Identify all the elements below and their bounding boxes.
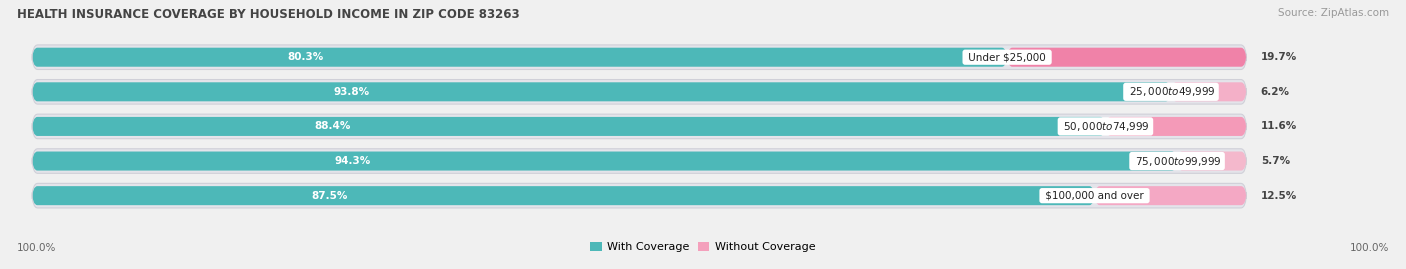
FancyBboxPatch shape (32, 183, 1246, 208)
Text: $100,000 and over: $100,000 and over (1042, 191, 1147, 201)
Text: 88.4%: 88.4% (315, 121, 352, 132)
FancyBboxPatch shape (1177, 151, 1246, 171)
FancyBboxPatch shape (32, 114, 1246, 139)
Text: 6.2%: 6.2% (1261, 87, 1289, 97)
Text: 80.3%: 80.3% (287, 52, 323, 62)
FancyBboxPatch shape (32, 117, 1105, 136)
FancyBboxPatch shape (32, 48, 1007, 67)
FancyBboxPatch shape (32, 82, 1171, 101)
FancyBboxPatch shape (1105, 117, 1246, 136)
FancyBboxPatch shape (32, 151, 1177, 171)
FancyBboxPatch shape (1094, 186, 1246, 205)
Text: 12.5%: 12.5% (1261, 191, 1298, 201)
Text: $25,000 to $49,999: $25,000 to $49,999 (1126, 85, 1216, 98)
Legend: With Coverage, Without Coverage: With Coverage, Without Coverage (586, 237, 820, 256)
Text: 94.3%: 94.3% (335, 156, 371, 166)
Text: 87.5%: 87.5% (312, 191, 347, 201)
Text: $75,000 to $99,999: $75,000 to $99,999 (1132, 155, 1222, 168)
Text: 19.7%: 19.7% (1261, 52, 1298, 62)
Text: 93.8%: 93.8% (333, 87, 370, 97)
Text: $50,000 to $74,999: $50,000 to $74,999 (1060, 120, 1150, 133)
Text: Under $25,000: Under $25,000 (965, 52, 1049, 62)
Text: Source: ZipAtlas.com: Source: ZipAtlas.com (1278, 8, 1389, 18)
FancyBboxPatch shape (32, 186, 1094, 205)
FancyBboxPatch shape (32, 45, 1246, 69)
Text: 5.7%: 5.7% (1261, 156, 1289, 166)
FancyBboxPatch shape (32, 149, 1246, 173)
Text: 11.6%: 11.6% (1261, 121, 1298, 132)
FancyBboxPatch shape (1171, 82, 1246, 101)
Text: HEALTH INSURANCE COVERAGE BY HOUSEHOLD INCOME IN ZIP CODE 83263: HEALTH INSURANCE COVERAGE BY HOUSEHOLD I… (17, 8, 519, 21)
FancyBboxPatch shape (1007, 48, 1246, 67)
Text: 100.0%: 100.0% (1350, 243, 1389, 253)
Text: 100.0%: 100.0% (17, 243, 56, 253)
FancyBboxPatch shape (32, 80, 1246, 104)
